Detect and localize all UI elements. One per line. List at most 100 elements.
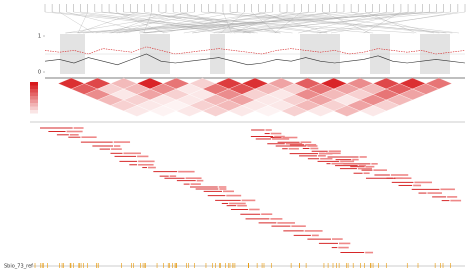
ld-cell [307,105,335,117]
gene-label [270,132,282,135]
gene-label [338,246,349,249]
gene-label [272,138,290,140]
gene-label [285,142,303,145]
gene-label [190,183,201,185]
gene-label [282,136,298,139]
gene-label [365,165,375,168]
snp-connector [242,11,373,34]
gene-label [325,152,341,155]
snp-connector [111,11,167,34]
snp-connector [279,11,459,34]
gene-label [237,204,247,207]
snp-connector [220,11,245,34]
gene-label [373,169,387,171]
snp-connector [319,11,409,34]
snp-connector [82,11,437,34]
snp-connector [66,11,195,34]
legend-swatch [30,89,38,93]
gene-label [390,174,409,176]
snp-connector [222,11,232,34]
gene-label [241,199,256,202]
gene-label [371,163,378,165]
gene-label [338,242,351,245]
gene-label [311,234,319,237]
gene-label [447,196,458,198]
gene-label [73,127,84,129]
snp-connector [142,11,295,34]
gene-label [111,148,122,150]
gene-label [359,156,367,158]
gene-label [358,164,366,167]
snp-connector [218,11,451,34]
legend-swatch [30,92,38,96]
snp-connector [316,11,466,34]
y-tick-label: 1 [38,34,41,40]
gene-label [340,160,355,163]
gene-label [185,177,202,180]
snp-connector [183,11,309,34]
gene-label [413,184,422,187]
gene-label [320,157,333,160]
snp-connector [330,11,458,34]
gene-label [352,158,359,161]
snp-connector [363,11,402,34]
legend-swatch [30,85,38,89]
legend-swatch [30,113,38,117]
gene-label [148,166,156,169]
snp-connector [274,11,302,34]
gene-label [223,190,234,193]
legend-swatch [30,96,38,100]
snp-connector [201,11,440,34]
ld-cell [333,105,361,117]
legend-swatch [30,99,38,103]
gene-label [319,152,333,155]
snp-connector [78,11,344,34]
gene-label [396,177,412,180]
gene-label [229,202,246,205]
gene-label [274,135,285,138]
snp-connector [234,11,430,34]
gene-label [249,208,260,211]
snp-connector [192,11,337,34]
snp-connector [101,11,293,34]
gene-label [178,170,195,173]
gene-label [137,155,149,158]
gene-label [304,230,323,232]
legend-swatch [30,103,38,107]
ld-cell [202,105,230,117]
snp-connector [77,11,88,34]
gene-label [305,143,317,146]
gene-label [357,167,372,170]
ld-cell [175,105,203,117]
gene-label [307,145,318,147]
ld-cell [228,105,256,117]
gene-label [450,199,462,202]
ld-cell [149,105,177,117]
track-line [44,46,466,55]
snp-connector [298,11,387,34]
ld-cell [254,105,282,117]
gene-label [427,192,442,194]
gene-label [138,163,154,166]
gene-label [328,150,341,153]
gene-label [81,136,97,139]
snp-connector [158,11,328,34]
gene-label [123,152,141,155]
legend-swatch [30,82,38,86]
y-tick-label: 0 [38,70,41,76]
snp-connector [80,11,258,34]
snp-connector [95,11,216,34]
legend-swatch [30,110,38,114]
gene-label [226,194,242,197]
gene-label [218,186,227,188]
gene-label [270,218,283,220]
gene-label [114,145,121,147]
gene-label [196,179,204,182]
snp-connector [123,11,374,34]
snp-connector [230,11,447,34]
snp-connector [65,11,444,34]
snp-connector [322,11,370,34]
gene-label [365,251,374,254]
snp-connector [144,11,255,34]
gene-label [261,213,273,215]
